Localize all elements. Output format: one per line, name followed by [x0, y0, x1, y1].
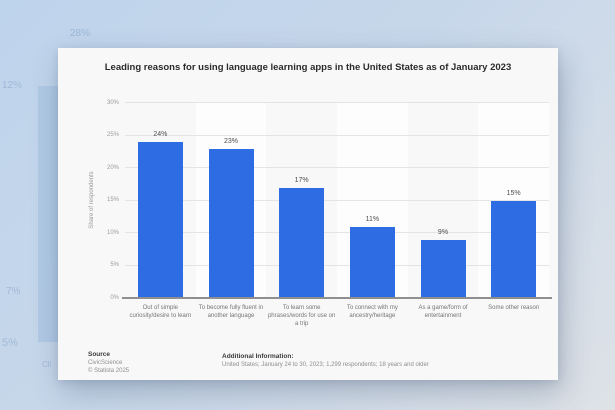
- gridline: [125, 199, 549, 201]
- category-label: To connect with my ancestry/heritage: [346, 305, 398, 319]
- chart-title: Leading reasons for using language learn…: [104, 62, 512, 73]
- statista-copyright: © Statista 2025: [88, 368, 130, 374]
- y-tick-label: 0%: [110, 294, 119, 301]
- gridline: [125, 134, 549, 136]
- additional-info-text: United States; January 24 to 30, 2023; 1…: [222, 362, 429, 368]
- category-label: Some other reason: [488, 305, 540, 311]
- source-label: Source: [88, 351, 111, 358]
- y-tick-label: 10%: [106, 229, 119, 236]
- chart-bar[interactable]: [279, 187, 325, 298]
- category-label: To become fully fluent in another langua…: [198, 305, 264, 319]
- chart-bar[interactable]: [349, 226, 395, 298]
- x-axis-baseline: [122, 297, 552, 299]
- bar-value-label: 17%: [294, 176, 309, 184]
- chart-bar[interactable]: [491, 200, 537, 298]
- gridline: [125, 102, 549, 103]
- background-hint-text: Cli: [42, 360, 52, 369]
- chart-region: Share of respondents 24% 23% 17% 11% 9% 15% 0…: [58, 48, 558, 380]
- category-label: Out of simple curiosity/desire to learn: [129, 305, 192, 319]
- gridline: [125, 264, 549, 266]
- statista-chart-card: Leading reasons for using language learn…: [58, 48, 558, 380]
- y-tick-label: 15%: [106, 197, 119, 203]
- background-hint-text: 7%: [6, 286, 21, 297]
- chart-bar[interactable]: [137, 142, 183, 298]
- chart-bar[interactable]: [420, 239, 466, 298]
- plot-area: 24% 23% 17% 11% 9% 15%: [122, 102, 552, 299]
- gridline: [125, 167, 549, 168]
- y-tick-label: 25%: [106, 132, 119, 138]
- y-tick-label: 5%: [110, 262, 119, 268]
- category-label: As a game/form of entertainment: [418, 305, 468, 319]
- bar-value-label: 15%: [506, 189, 521, 197]
- bar-value-label: 11%: [365, 215, 380, 223]
- bar-value-label: 9%: [437, 228, 449, 236]
- source-name[interactable]: CivicScience: [88, 360, 123, 366]
- background-hint-text: 28%: [70, 28, 91, 39]
- y-tick-label: 20%: [106, 164, 119, 171]
- background-hint-text: 5%: [2, 337, 18, 349]
- y-tick-label: 30%: [106, 99, 119, 106]
- gridline: [125, 232, 549, 233]
- category-label: To learn some phrases/words for use on a…: [267, 305, 336, 327]
- chart-bar[interactable]: [208, 148, 254, 298]
- background-hint-text: 12%: [2, 80, 23, 91]
- bar-value-label: 23%: [223, 137, 238, 145]
- additional-info-label: Additional Information:: [222, 353, 294, 360]
- background-chart-bar: [38, 86, 58, 342]
- bar-value-label: 24%: [153, 131, 168, 138]
